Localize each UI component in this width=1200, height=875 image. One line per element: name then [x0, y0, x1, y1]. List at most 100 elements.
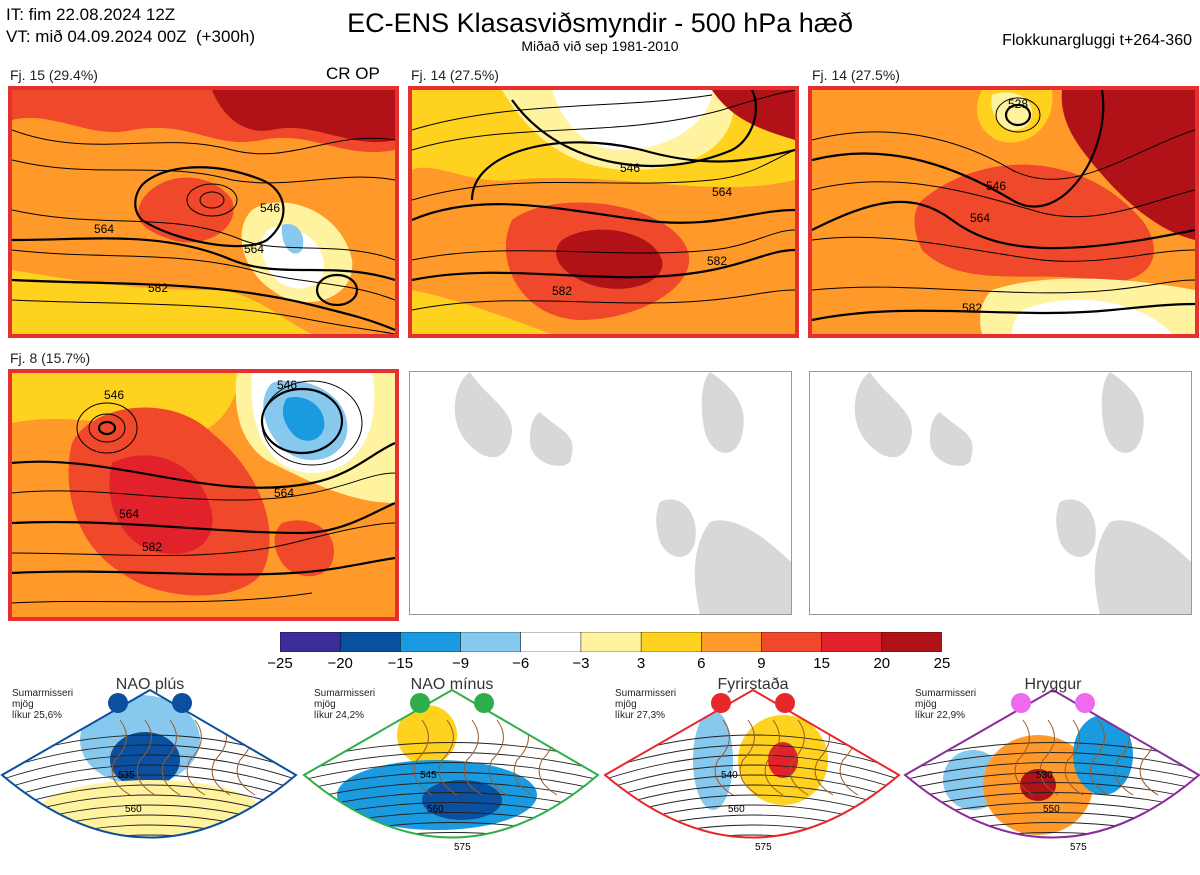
coastline — [186, 719, 206, 796]
coastline — [1039, 719, 1059, 796]
regime-probability: Sumarmisseri mjög líkur 22,9% — [915, 688, 977, 721]
cluster-map-2: 546 564 582 582 — [408, 86, 799, 338]
colorbar-swatch — [520, 631, 582, 653]
regime-dot-icon — [1011, 693, 1031, 713]
height-contour — [2, 764, 296, 791]
colorbar-swatch — [460, 631, 522, 653]
regime-contour-label: 550 — [1043, 804, 1060, 815]
panel-4-contour-d: 564 — [119, 507, 139, 521]
colorbar-tick-label: −15 — [387, 655, 414, 672]
empty-map-5 — [409, 371, 792, 615]
regime-contour-label: 535 — [118, 770, 135, 781]
regime-contour-label: 560 — [728, 804, 745, 815]
height-contour — [2, 824, 296, 838]
coastline — [1064, 719, 1084, 796]
coastline — [413, 719, 433, 796]
regime-probability: Sumarmisseri mjög líkur 24,2% — [314, 688, 376, 721]
colorbar-tick-label: 25 — [933, 655, 951, 672]
panel-1-tag: CR OP — [326, 64, 380, 83]
colorbar-swatch — [821, 631, 883, 653]
height-contour — [304, 782, 598, 801]
colorbar-tick-label: −20 — [327, 655, 353, 672]
regime-dot-icon — [775, 693, 795, 713]
regime-contour-label: 575 — [1070, 842, 1087, 853]
panel-3-contour-d: 582 — [962, 301, 982, 315]
height-contour — [905, 772, 1199, 791]
regime-border — [0, 688, 298, 839]
regime-border — [302, 688, 600, 839]
height-contour — [905, 782, 1199, 801]
coastline — [488, 719, 508, 796]
regime-contour-label: 560 — [125, 804, 142, 815]
colorbar-tick-label: −3 — [572, 655, 590, 672]
page-title: EC-ENS Klasasviðsmyndir - 500 hPa hæð — [347, 8, 853, 38]
panel-3-contour-b: 546 — [986, 179, 1006, 193]
coastline — [438, 719, 458, 796]
colorbar-swatch — [580, 631, 642, 653]
height-contour — [2, 754, 296, 781]
regime-dot-icon — [172, 693, 192, 713]
panel-2-contour-d: 582 — [552, 284, 572, 298]
height-contour — [605, 834, 899, 838]
panel-3-contour-c: 564 — [970, 211, 990, 225]
height-contour — [603, 845, 901, 870]
regime-title: Hryggur — [1024, 676, 1082, 693]
height-contour — [605, 774, 899, 801]
cluster-map-1: 564 564 582 546 — [8, 86, 399, 338]
colorbar-tick-label: 6 — [697, 655, 706, 672]
regime-panel: 540 560 575 — [603, 670, 901, 870]
regime-panel: 535 560 — [0, 670, 298, 870]
panel-1-label: Fj. 15 (29.4%) — [10, 67, 98, 83]
colorbar-swatch — [400, 631, 462, 653]
regime-dot-icon — [711, 693, 731, 713]
regime-border — [903, 688, 1200, 839]
regime-dot-icon — [474, 693, 494, 713]
regime-probability: Sumarmisseri mjög líkur 27,3% — [615, 688, 677, 721]
panel-1-contour-b: 564 — [244, 242, 264, 256]
panel-2-label: Fj. 14 (27.5%) — [411, 67, 499, 83]
colorbar-tick-label: −6 — [512, 655, 530, 672]
coastline — [1089, 719, 1109, 796]
regime-contour-label: 560 — [427, 804, 444, 815]
colorbar-swatch — [701, 631, 763, 653]
panel-4-contour-c: 564 — [274, 486, 294, 500]
height-contour — [905, 752, 1199, 771]
panel-4-label: Fj. 8 (15.7%) — [10, 350, 91, 366]
panel-4-contour-e: 582 — [142, 540, 162, 554]
colorbar-swatch — [279, 631, 341, 653]
regime-contour-label: 575 — [454, 842, 471, 853]
colorbar-swatch — [339, 631, 402, 653]
coastline — [1014, 719, 1034, 796]
forecast-window: Flokkunarglugg­i t+264-360 — [1002, 32, 1192, 49]
regime-dot-icon — [108, 693, 128, 713]
panel-3-label: Fj. 14 (27.5%) — [812, 67, 900, 83]
panel-2-contour-a: 546 — [620, 161, 640, 175]
height-contour — [2, 834, 296, 838]
valid-time: VT: mið 04.09.2024 00Z (+300h) — [6, 27, 256, 46]
empty-map-6 — [809, 371, 1192, 615]
height-contour — [605, 764, 899, 791]
regime-panel: 530 550 575 — [903, 670, 1200, 870]
coastline — [739, 719, 759, 796]
anomaly-blob — [397, 705, 457, 765]
height-contour — [2, 784, 296, 811]
coastline — [764, 719, 784, 796]
height-contour — [605, 754, 899, 781]
colorbar-tick-label: −9 — [451, 655, 470, 672]
height-contour — [905, 832, 1199, 838]
regime-contour-label: 545 — [420, 770, 437, 781]
panel-1-contour-a: 564 — [94, 222, 114, 236]
panel-2-contour-b: 564 — [712, 185, 732, 199]
regime-dot-icon — [1075, 693, 1095, 713]
height-contour — [302, 853, 600, 871]
issue-time: IT: fim 22.08.2024 12Z — [6, 5, 176, 24]
header-times: IT: fim 22.08.2024 12Z VT: mið 04.09.2024… — [6, 4, 255, 48]
coastline — [789, 719, 809, 796]
height-contour — [304, 752, 598, 771]
height-contour — [304, 762, 598, 781]
cluster-map-3: 528 546 564 582 — [808, 86, 1199, 338]
regime-contour-label: 540 — [721, 770, 738, 781]
panel-3-contour-a: 528 — [1008, 97, 1028, 111]
height-contour — [2, 744, 296, 771]
height-contour — [903, 853, 1200, 871]
